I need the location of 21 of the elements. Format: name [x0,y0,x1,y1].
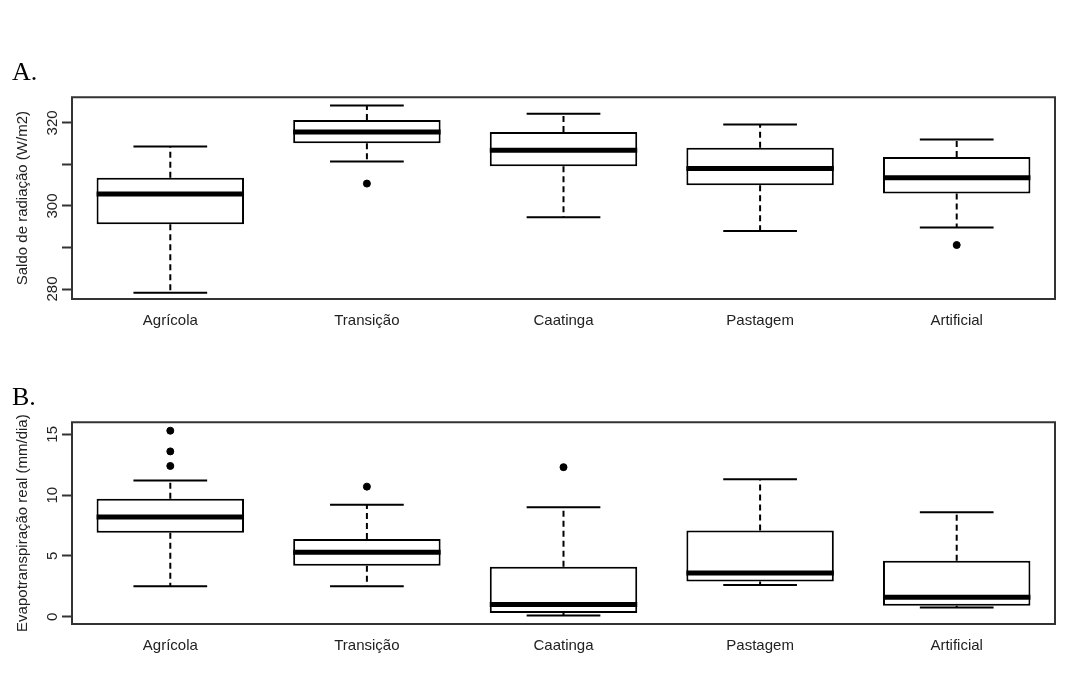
chart-title: B. [12,382,36,412]
x-tick-label: Transição [334,311,400,329]
x-tick-label: Agrícola [142,636,199,654]
x-tick-label: Caatinga [533,636,595,654]
x-tick-label: Artificial [930,636,983,654]
x-tick-label: Pastagem [726,636,794,654]
x-tick-label: Agrícola [142,311,199,329]
x-tick-label: Pastagem [726,311,794,329]
y-tick-label: 5 [42,551,60,561]
x-tick-label: Caatinga [533,311,595,329]
x-tick-label: Transição [334,636,400,654]
y-tick-label: 0 [42,612,60,621]
y-tick-label: 10 [42,486,60,504]
y-tick-label: 280 [42,276,60,302]
y-tick-label: 300 [42,193,60,219]
x-tick-label: Artificial [930,311,983,329]
chart-title: A. [12,57,38,87]
y-tick-label: 320 [42,110,60,136]
y-tick-label: 15 [42,426,60,443]
y-axis-title: Saldo de radiação (W/m2) [13,110,31,286]
y-axis-title: Evapotranspiração real (mm/dia) [13,414,31,632]
